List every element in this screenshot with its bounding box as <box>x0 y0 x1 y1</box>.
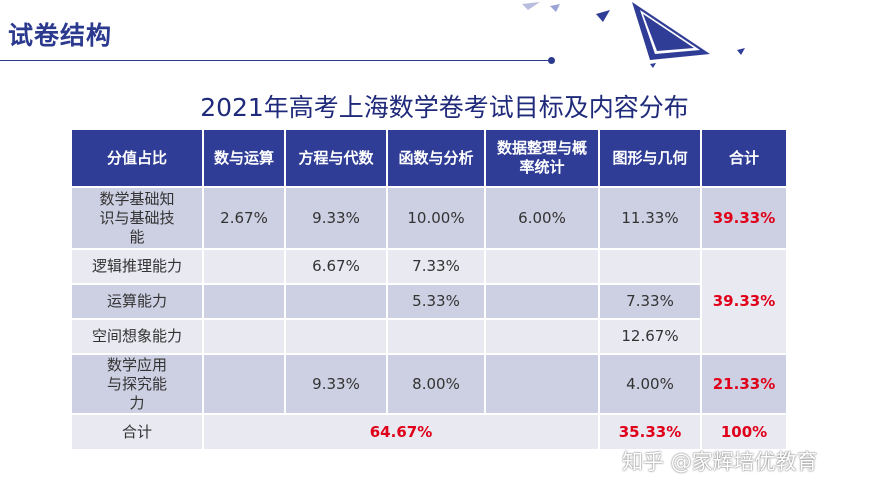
tiny-triangle-shape <box>550 4 560 12</box>
table-cell <box>386 318 486 355</box>
footer-left-total: 64.67% <box>202 413 600 451</box>
merged-total-cell: 39.33% <box>700 248 788 355</box>
table-cell <box>484 353 600 415</box>
row-total-cell: 21.33% <box>700 353 788 415</box>
slide-title: 试卷结构 <box>8 21 113 50</box>
table-cell: 11.33% <box>598 186 702 250</box>
row-label: 数学应用与探究能力 <box>70 353 204 415</box>
header-cell: 方程与代数 <box>284 128 388 188</box>
footer-label: 合计 <box>70 413 204 451</box>
table-footer-row: 合计 64.67% 35.33% 100% <box>70 413 788 451</box>
table-cell <box>202 353 286 415</box>
watermark-text: 知乎 @家辉培优教育 <box>622 450 818 474</box>
header-cell: 分值占比 <box>70 128 204 188</box>
table-row: 逻辑推理能力 6.67% 7.33% 39.33% <box>70 248 788 355</box>
table-cell: 6.00% <box>484 186 600 250</box>
title-divider-dot <box>548 57 555 64</box>
content-distribution-table: 分值占比 数与运算 方程与代数 函数与分析 数据整理与概率统计 图形与几何 合计… <box>70 128 788 451</box>
row-label: 运算能力 <box>70 283 204 320</box>
table-cell: 8.00% <box>386 353 486 415</box>
table-cell: 5.33% <box>386 283 486 320</box>
table-header-row: 分值占比 数与运算 方程与代数 函数与分析 数据整理与概率统计 图形与几何 合计 <box>70 128 788 188</box>
row-label: 空间想象能力 <box>70 318 204 355</box>
large-triangle-inner <box>643 14 694 51</box>
row-label: 数学基础知识与基础技能 <box>70 186 204 250</box>
table-cell: 9.33% <box>284 353 388 415</box>
table-cell <box>598 248 702 285</box>
table-cell <box>202 283 286 320</box>
header-cell: 图形与几何 <box>598 128 702 188</box>
tiny-triangle-shape-2 <box>522 2 540 10</box>
table-cell: 7.33% <box>386 248 486 285</box>
table-cell: 2.67% <box>202 186 286 250</box>
table-cell: 9.33% <box>284 186 388 250</box>
table-cell: 6.67% <box>284 248 388 285</box>
header-cell: 数据整理与概率统计 <box>484 128 600 188</box>
table-row: 数学基础知识与基础技能 2.67% 9.33% 10.00% 6.00% 11.… <box>70 186 788 250</box>
row-label: 逻辑推理能力 <box>70 248 204 285</box>
table-cell <box>284 283 388 320</box>
large-triangle-highlight <box>640 10 700 54</box>
title-divider <box>0 60 552 61</box>
footer-right-total: 35.33% <box>598 413 702 451</box>
small-triangle-shape <box>596 10 610 22</box>
footer-grand-total: 100% <box>700 413 788 451</box>
table-cell <box>202 318 286 355</box>
table-title: 2021年高考上海数学卷考试目标及内容分布 <box>200 93 689 122</box>
table-row: 运算能力 5.33% 7.33% <box>70 283 787 320</box>
header-cell: 数与运算 <box>202 128 286 188</box>
large-triangle-shape <box>632 2 710 60</box>
table-cell <box>284 318 388 355</box>
table-row: 空间想象能力 12.67% <box>70 318 787 355</box>
table-cell <box>484 248 600 285</box>
table-cell: 7.33% <box>598 283 702 320</box>
table-cell <box>202 248 286 285</box>
table-cell: 12.67% <box>598 318 702 355</box>
table-cell <box>484 318 600 355</box>
row-total-cell: 39.33% <box>700 186 788 250</box>
tiny-triangle-shape-3 <box>737 48 745 55</box>
table-cell: 10.00% <box>386 186 486 250</box>
header-cell: 合计 <box>700 128 788 188</box>
table-row: 数学应用与探究能力 9.33% 8.00% 4.00% 21.33% <box>70 353 788 415</box>
table-cell <box>484 283 600 320</box>
table-cell: 4.00% <box>598 353 702 415</box>
header-cell: 函数与分析 <box>386 128 486 188</box>
decorative-triangles <box>522 2 745 68</box>
tiny-triangle-shape-4 <box>650 63 656 68</box>
